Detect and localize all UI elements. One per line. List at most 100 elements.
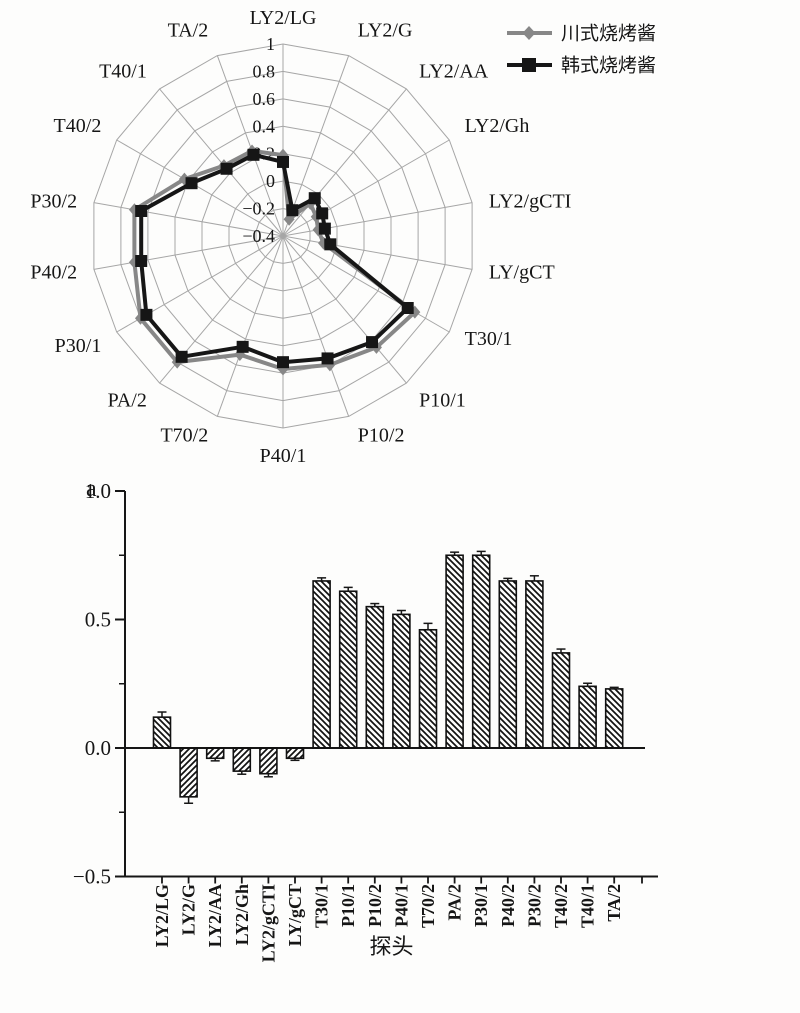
x-tick-label: P40/2 [498,884,518,927]
radar-spoke [282,139,450,237]
error-bar [423,622,433,630]
legend-label: 韩式烧烤酱 [561,55,656,77]
square-marker-icon [140,308,153,321]
error-bar [317,577,327,581]
bar [604,688,624,749]
x-tick-label: P40/1 [391,884,411,927]
radar-spoke [282,235,473,270]
radar-series-han [135,148,414,369]
radar-tick-label: 0.6 [253,89,276,109]
radar-spoke [216,235,284,417]
square-marker-icon [286,204,299,217]
error-bar [343,586,353,592]
radar-tick-label: 0.4 [253,116,276,136]
error-bar [184,796,194,805]
error-bar [157,711,167,718]
square-marker-icon [522,58,536,72]
legend-label: 川式烧烤酱 [561,23,656,45]
x-tick-label: LY2/gCTI [258,884,278,962]
bar [578,685,597,749]
bar [152,716,172,749]
square-marker-icon [135,204,148,217]
radar-spoke [282,235,350,417]
bar [471,554,491,749]
radar-spoke [116,139,284,237]
y-tick-label: 0.0 [85,736,111,760]
bar [392,613,411,749]
x-tick-label: LY2/AA [205,884,225,947]
radar-chart: 10.80.60.40.20−0.2−0.4LY2/LGLY2/GLY2/AAL… [30,7,656,467]
y-tick-label: 1.0 [85,479,111,503]
x-tick-label: P10/1 [338,884,358,927]
radar-ring [93,43,473,429]
square-marker-icon [366,336,379,349]
radar-ring [120,70,446,402]
x-tick-label: T40/2 [551,884,571,928]
square-marker-icon [247,148,260,161]
error-bar [396,609,406,615]
panel-label: a [86,476,97,502]
radar-category-label: TA/2 [168,19,209,41]
square-marker-icon [175,350,188,363]
x-tick-label: P10/2 [365,884,385,927]
square-marker-icon [185,177,198,190]
radar-category-label: P10/1 [419,389,466,411]
radar-category-label: T70/2 [160,425,208,447]
bar [525,580,544,749]
error-bar [476,550,486,556]
error-bar [370,602,380,607]
error-bar [503,577,513,581]
x-tick-label: T40/1 [578,884,598,928]
bar [179,747,198,798]
radar-category-label: P40/1 [260,445,307,467]
square-marker-icon [277,356,289,369]
bar [551,652,571,749]
radar-tick-label: 1 [266,34,275,54]
radar-category-label: LY2/G [358,19,413,41]
error-bar [237,771,247,775]
bar [312,580,331,749]
error-bar [556,648,566,653]
radar-category-label: LY2/AA [419,61,489,83]
bar [232,747,252,772]
radar-category-label: P30/1 [55,335,102,357]
radar-spoke [216,55,284,237]
square-marker-icon [324,238,337,251]
diamond-marker-icon [522,26,536,40]
square-marker-icon [135,255,148,268]
error-bar [450,551,460,556]
x-tick-label: P30/1 [471,884,491,927]
legend-item: 韩式烧烤酱 [507,55,656,77]
radar-ring [228,180,338,292]
radar-category-label: LY2/Gh [465,115,530,137]
x-tick-label: P30/2 [524,884,544,927]
square-marker-icon [308,192,321,205]
x-axis-title: 探头 [369,934,413,959]
square-marker-icon [316,207,329,220]
radar-category-label: LY/gCT [489,261,555,283]
radar-category-label: T40/1 [99,61,147,83]
radar-category-label: P30/2 [30,191,77,213]
radar-spoke [282,235,407,384]
radar-ring [255,208,311,264]
bar [205,747,225,760]
radar-ring [201,153,365,319]
radar-category-label: T30/1 [465,328,513,350]
bar [498,580,518,749]
radar-category-label: LY2/gCTI [489,191,571,213]
bar [445,554,464,749]
radar-category-label: P10/2 [358,425,405,447]
radar-category-label: P40/2 [30,261,77,283]
radar-spoke [282,88,407,237]
y-tick-label: 0.5 [85,608,111,632]
error-bar [290,758,300,762]
bar [365,605,385,749]
radar-category-label: LY2/LG [250,7,317,29]
x-tick-label: LY2/Gh [232,884,252,945]
error-bar [609,686,619,689]
bar [285,747,305,760]
x-tick-label: PA/2 [445,884,465,921]
radar-tick-label: −0.4 [242,226,275,246]
radar-tick-label: 0.8 [253,61,276,81]
